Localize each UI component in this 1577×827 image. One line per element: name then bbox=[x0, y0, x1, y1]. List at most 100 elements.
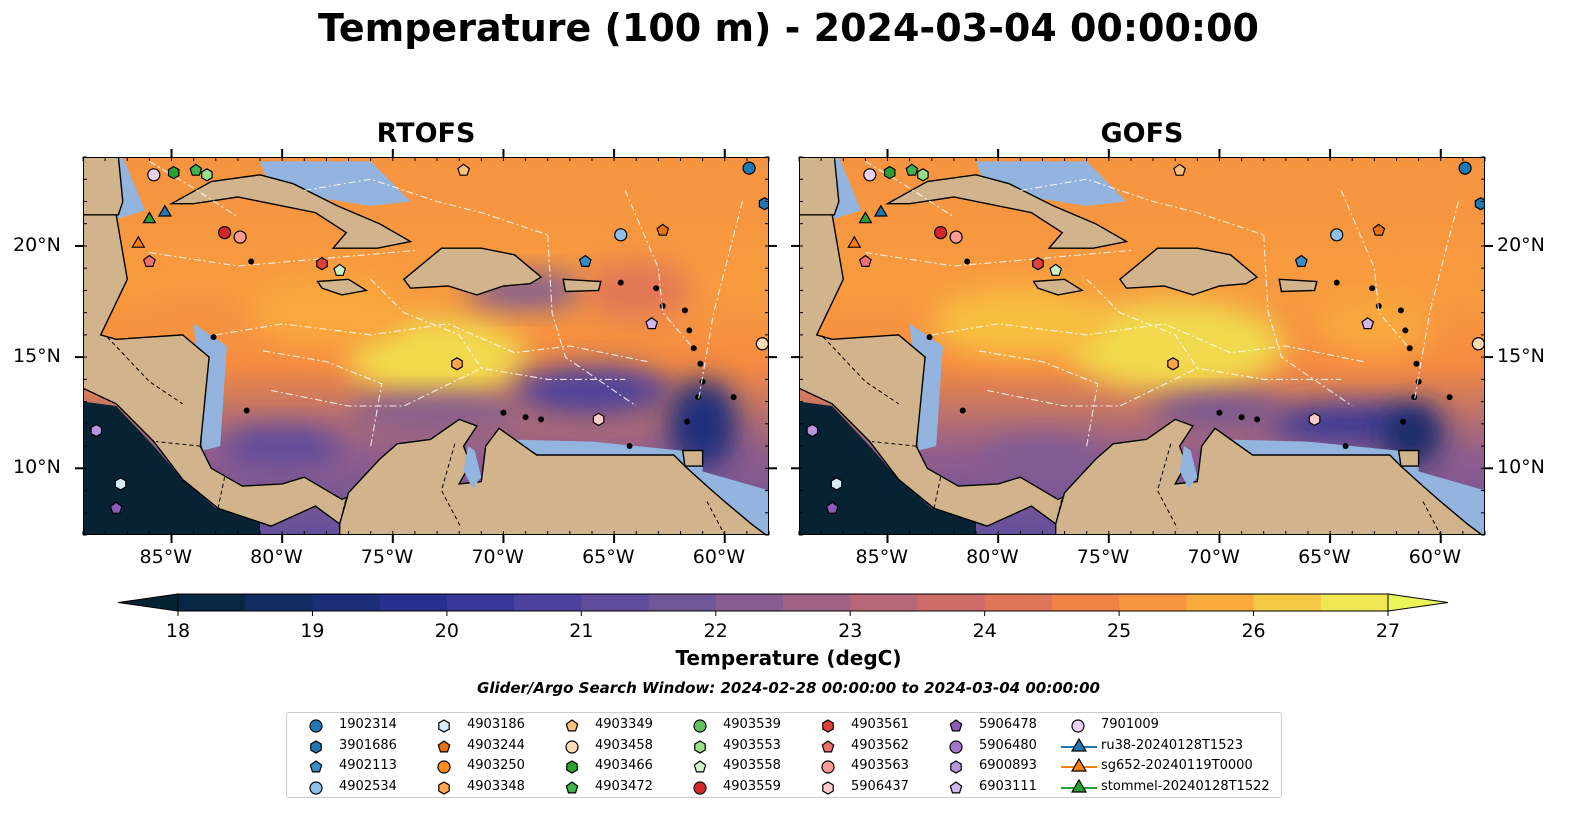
legend-label: 7901009 bbox=[1101, 717, 1159, 732]
observation-4903186 bbox=[114, 477, 127, 491]
colorbar bbox=[117, 593, 1449, 616]
legend-marker-triangle bbox=[1070, 757, 1088, 772]
observation-stommel-20240128T1522 bbox=[858, 211, 873, 224]
observation-4903559 bbox=[934, 225, 948, 240]
small-island bbox=[1333, 279, 1340, 286]
legend-marker-pentagon bbox=[821, 739, 835, 752]
small-island bbox=[248, 258, 255, 265]
colorbar-bin bbox=[715, 594, 784, 611]
legend-marker-hexagon bbox=[822, 719, 834, 733]
colorbar-bin bbox=[379, 594, 448, 611]
colorbar-bin bbox=[648, 594, 717, 611]
eez-boundary bbox=[270, 367, 626, 407]
legend-marker-circle bbox=[1071, 719, 1085, 733]
legend-label: ru38-20240128T1523 bbox=[1101, 737, 1244, 753]
observation-4903553 bbox=[201, 168, 213, 182]
land-puerto-rico bbox=[562, 278, 602, 293]
land-yucatan bbox=[799, 157, 840, 216]
small-island bbox=[538, 416, 545, 423]
observation-4902113 bbox=[1294, 254, 1308, 268]
colorbar-bin bbox=[446, 594, 515, 611]
country-border bbox=[339, 497, 347, 525]
shelf-orinoco bbox=[691, 468, 769, 535]
small-island bbox=[926, 334, 933, 341]
country-border bbox=[933, 477, 942, 509]
land-yucatan bbox=[83, 157, 124, 216]
legend-label: 4903563 bbox=[851, 758, 909, 773]
lake-maracaibo bbox=[1179, 446, 1198, 489]
land-puerto-rico bbox=[1278, 278, 1318, 293]
country-border bbox=[440, 443, 462, 529]
observation-ru38-20240128T1523 bbox=[873, 204, 888, 217]
country-border bbox=[1422, 501, 1442, 535]
observation-4903466 bbox=[167, 165, 180, 180]
small-island bbox=[1342, 443, 1349, 450]
country-border bbox=[822, 336, 899, 405]
eez-boundary bbox=[1020, 178, 1264, 236]
lat-tick-label: 10°N bbox=[1497, 456, 1545, 479]
observation-5906437 bbox=[592, 412, 605, 427]
lon-tick-label: 85°W bbox=[139, 546, 192, 568]
legend-marker-hexagon bbox=[694, 739, 706, 754]
observation-4903561 bbox=[1032, 257, 1044, 271]
legend-marker-circle bbox=[309, 719, 323, 733]
legend-label: 4903349 bbox=[595, 717, 653, 732]
eez-boundary bbox=[547, 234, 637, 407]
shelf-bahamas bbox=[260, 161, 411, 206]
lat-tick-label: 20°N bbox=[1497, 233, 1545, 256]
observation-6900893 bbox=[90, 423, 103, 438]
legend-marker-circle bbox=[309, 780, 323, 795]
colorbar-bin bbox=[1051, 594, 1120, 611]
observation-ru38-20240128T1523 bbox=[157, 204, 172, 217]
legend-marker-hexagon bbox=[310, 739, 322, 754]
observation-4903466 bbox=[883, 165, 896, 180]
observation-4902534 bbox=[1330, 228, 1344, 242]
lon-tick-label: 65°W bbox=[582, 546, 635, 568]
shelf-bahamas bbox=[976, 161, 1127, 206]
eez-boundary bbox=[865, 160, 955, 218]
observation-7901009 bbox=[147, 168, 161, 182]
lon-tick-label: 80°W bbox=[250, 546, 303, 568]
eez-boundary bbox=[931, 323, 1364, 363]
colorbar-extend-low bbox=[117, 593, 179, 612]
observation-4903553 bbox=[917, 168, 929, 182]
map-rtofs bbox=[83, 157, 769, 535]
country-border bbox=[217, 477, 226, 509]
legend-label: sg652-20240119T0000 bbox=[1101, 758, 1253, 773]
legend-marker-circle bbox=[437, 760, 451, 774]
colorbar-bin bbox=[312, 594, 381, 611]
observation-4903472 bbox=[189, 163, 203, 176]
legend-marker-hexagon bbox=[566, 760, 578, 774]
small-island bbox=[500, 409, 507, 416]
lon-tick-label: 70°W bbox=[1187, 546, 1240, 568]
observation-4903472 bbox=[905, 163, 919, 176]
legend-label: 4903348 bbox=[467, 778, 525, 794]
eez-boundary bbox=[259, 349, 383, 447]
small-island bbox=[730, 394, 737, 401]
lat-tick-label: 15°N bbox=[13, 345, 61, 368]
legend-label: 4903539 bbox=[723, 717, 781, 732]
colorbar-bin bbox=[984, 594, 1053, 611]
observation-sg652-20240119T0000 bbox=[847, 235, 862, 248]
land-central-america bbox=[799, 211, 1071, 527]
legend-label: 4903559 bbox=[723, 778, 781, 794]
observation-4902534 bbox=[614, 228, 628, 242]
land-south-america bbox=[339, 418, 769, 535]
legend-label: stommel-20240128T1522 bbox=[1101, 778, 1270, 794]
shelf-orinoco bbox=[1407, 468, 1485, 535]
land-hispaniola bbox=[402, 247, 543, 296]
colorbar-tick-label: 21 bbox=[569, 620, 594, 642]
small-island bbox=[1446, 394, 1453, 401]
observation-4903559 bbox=[218, 225, 232, 240]
colorbar-bin bbox=[850, 594, 918, 611]
small-island bbox=[686, 327, 693, 334]
legend: 1902314 3901686 4902113 4902534 4903186 49032… bbox=[286, 712, 1282, 798]
legend-marker-hexagon bbox=[950, 760, 962, 774]
land-cuba bbox=[884, 174, 1129, 249]
small-island bbox=[697, 360, 704, 367]
legend-label: 4903466 bbox=[595, 758, 653, 773]
observation-1902314 bbox=[742, 161, 756, 175]
small-island bbox=[210, 334, 217, 341]
colorbar-tick-label: 19 bbox=[300, 620, 325, 642]
legend-marker-pentagon bbox=[437, 739, 451, 752]
